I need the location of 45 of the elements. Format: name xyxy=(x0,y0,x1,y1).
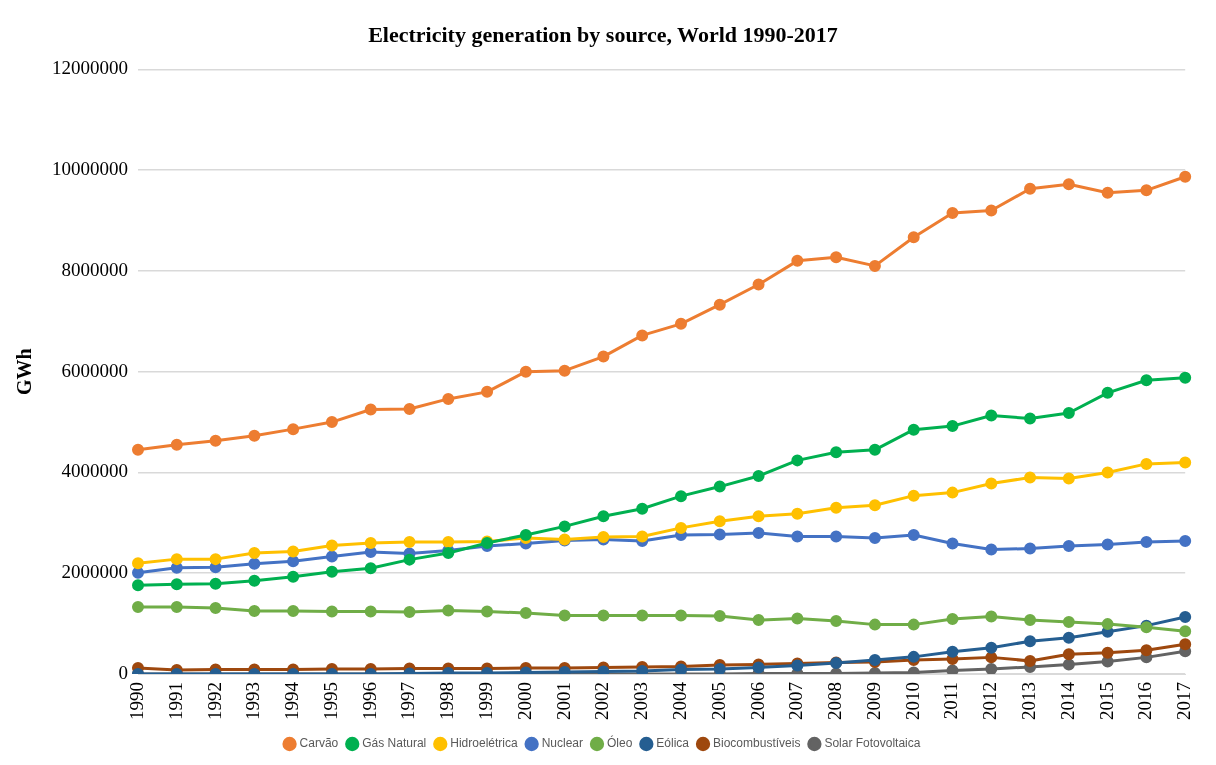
legend-label: Eólica xyxy=(656,736,690,751)
legend-label: Biocombustíveis xyxy=(713,736,801,751)
x-tick-label: 2006 xyxy=(746,682,768,720)
x-tick-label: 2010 xyxy=(901,682,923,720)
x-tick-label: 1995 xyxy=(319,682,341,720)
x-tick-label: 1998 xyxy=(436,682,458,720)
legend-label: Gás Natural xyxy=(362,736,427,751)
x-tick-label: 1999 xyxy=(475,682,497,720)
x-tick-label: 2000 xyxy=(513,682,535,720)
x-tick-label: 2003 xyxy=(630,682,652,720)
x-tick-label: 2005 xyxy=(707,682,729,720)
y-tick-label: 10000000 xyxy=(52,158,128,180)
legend-label: Nuclear xyxy=(541,736,583,751)
x-tick-label: 1992 xyxy=(203,682,225,720)
x-tick-label: 2001 xyxy=(552,682,574,720)
x-tick-label: 2004 xyxy=(668,681,690,720)
y-axis-title: GWh xyxy=(13,348,36,396)
x-tick-label: 1997 xyxy=(397,682,419,720)
x-tick-label: 1990 xyxy=(125,682,147,720)
x-tick-label: 1994 xyxy=(281,681,303,720)
y-tick-label: 4000000 xyxy=(61,460,128,482)
legend-label: Hidroelétrica xyxy=(450,736,518,751)
y-tick-label: 8000000 xyxy=(61,258,128,280)
legend-label: Carvão xyxy=(299,736,339,751)
x-tick-label: 2011 xyxy=(940,682,962,720)
x-tick-label: 2014 xyxy=(1056,681,1078,720)
x-tick-label: 2007 xyxy=(785,682,807,720)
x-tick-label: 2017 xyxy=(1173,682,1195,720)
y-tick-label: 12000000 xyxy=(52,57,128,79)
x-tick-label: 2015 xyxy=(1095,682,1117,720)
y-tick-label: 0 xyxy=(118,661,128,683)
legend-label: Solar Fotovoltaica xyxy=(824,736,921,751)
x-tick-label: 1991 xyxy=(164,682,186,720)
x-tick-label: 2013 xyxy=(1018,682,1040,720)
chart-title: Electricity generation by source, World 1990-2017 xyxy=(368,21,838,47)
x-tick-label: 2016 xyxy=(1134,682,1156,720)
x-tick-label: 2008 xyxy=(824,682,846,720)
x-tick-label: 2009 xyxy=(862,682,884,720)
legend-label: Óleo xyxy=(606,735,633,751)
y-tick-label: 2000000 xyxy=(61,561,128,583)
x-tick-label: 1996 xyxy=(358,682,380,720)
x-tick-label: 1993 xyxy=(242,682,264,720)
x-tick-label: 2002 xyxy=(591,682,613,720)
x-tick-label: 2012 xyxy=(979,682,1001,720)
y-tick-label: 6000000 xyxy=(61,359,128,381)
